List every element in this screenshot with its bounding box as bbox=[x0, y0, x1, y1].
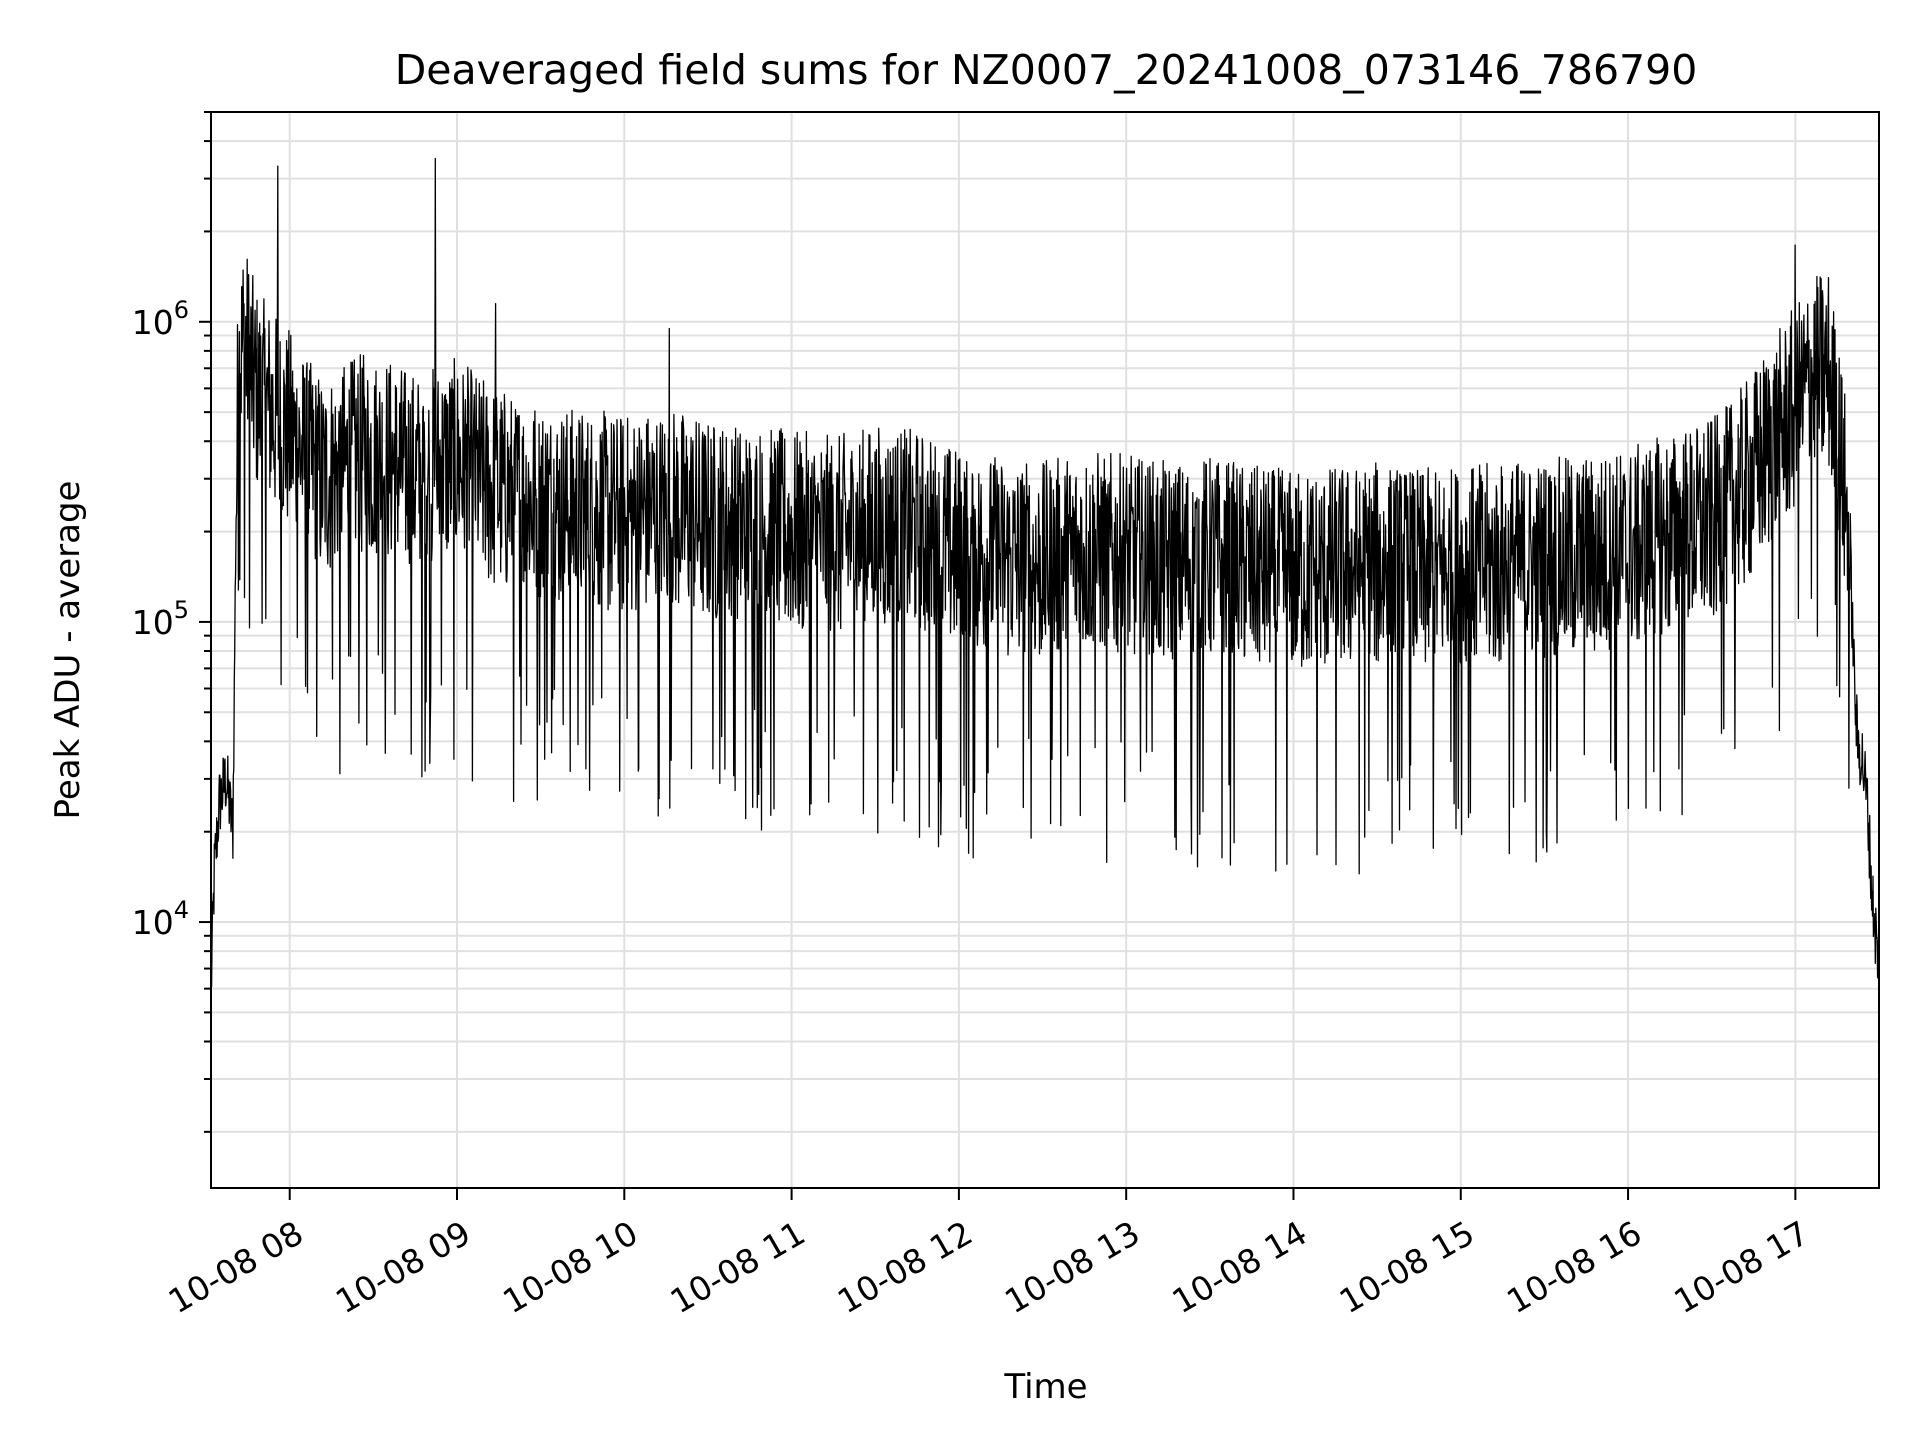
x-tick-label: 10-08 12 bbox=[831, 1213, 979, 1321]
x-tick-label: 10-08 14 bbox=[1165, 1213, 1313, 1321]
x-tick-label: 10-08 16 bbox=[1500, 1213, 1648, 1321]
y-tick-label: 105 bbox=[132, 596, 189, 642]
plot-frame bbox=[210, 111, 1880, 1189]
x-axis-title: Time bbox=[1003, 1367, 1087, 1407]
x-tick-label: 10-08 09 bbox=[329, 1213, 477, 1321]
grid bbox=[211, 111, 1879, 1188]
series-line-0 bbox=[210, 157, 1880, 988]
x-tick-label: 10-08 13 bbox=[998, 1213, 1146, 1321]
x-tick-label: 10-08 10 bbox=[496, 1213, 644, 1321]
y-axis: 104 105 106 bbox=[132, 111, 211, 1133]
x-tick-label: 10-08 17 bbox=[1667, 1213, 1815, 1321]
x-tick-label: 10-08 15 bbox=[1333, 1213, 1481, 1321]
y-tick-label: 106 bbox=[132, 296, 189, 342]
chart-title: Deaveraged field sums for NZ0007_2024100… bbox=[395, 46, 1698, 94]
x-tick-label: 10-08 08 bbox=[162, 1213, 310, 1321]
x-tick-label: 10-08 11 bbox=[664, 1213, 812, 1321]
y-axis-title: Peak ADU - average bbox=[48, 481, 88, 820]
x-axis: 10-08 08 10-08 09 10-08 10 10-08 11 10-08 12… bbox=[162, 1188, 1815, 1321]
data-line bbox=[210, 157, 1880, 988]
y-tick-label: 104 bbox=[132, 896, 189, 942]
